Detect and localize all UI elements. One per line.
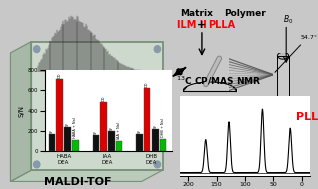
Text: SF: SF — [50, 129, 54, 133]
Bar — [56, 79, 63, 151]
Text: SF: SF — [153, 124, 157, 128]
Text: DD: DD — [58, 72, 62, 78]
Text: 54.7°: 54.7° — [301, 35, 317, 40]
Text: SF: SF — [66, 121, 70, 126]
Text: +: + — [197, 20, 206, 29]
Circle shape — [34, 161, 40, 168]
Text: Matrix: Matrix — [180, 9, 212, 18]
Circle shape — [34, 46, 40, 53]
Text: IAA + NaI: IAA + NaI — [117, 122, 121, 139]
Text: DD: DD — [145, 81, 149, 87]
Bar — [144, 88, 150, 151]
Bar — [136, 134, 143, 151]
Text: PLLA: PLLA — [296, 112, 318, 122]
Y-axis label: S/N: S/N — [19, 105, 25, 117]
Text: Polymer: Polymer — [224, 9, 266, 18]
Bar — [152, 129, 159, 151]
Bar — [93, 135, 99, 151]
Text: $B_0$: $B_0$ — [283, 14, 293, 26]
Bar — [49, 134, 55, 151]
FancyBboxPatch shape — [31, 42, 162, 170]
Bar — [100, 102, 107, 151]
Text: DHB + NaI: DHB + NaI — [161, 119, 165, 137]
Text: MALDI-TOF: MALDI-TOF — [44, 177, 112, 187]
Polygon shape — [10, 42, 31, 181]
Bar — [108, 131, 115, 151]
Circle shape — [154, 46, 161, 53]
Polygon shape — [277, 56, 289, 107]
Polygon shape — [278, 52, 289, 59]
Text: ILM II: ILM II — [177, 20, 207, 29]
Text: DD: DD — [101, 96, 105, 101]
Polygon shape — [10, 170, 163, 181]
Text: SF: SF — [94, 129, 98, 134]
Bar — [72, 139, 79, 151]
Text: PLLA: PLLA — [208, 20, 235, 29]
Text: $^{13}$C CP/MAS NMR: $^{13}$C CP/MAS NMR — [176, 74, 262, 87]
Text: HABA + NaI: HABA + NaI — [73, 118, 77, 138]
Text: SF: SF — [109, 126, 114, 130]
Bar — [65, 127, 71, 151]
Bar — [116, 141, 122, 151]
Circle shape — [154, 161, 161, 168]
X-axis label: ppm: ppm — [236, 188, 253, 189]
Text: SF: SF — [138, 129, 142, 133]
Bar — [160, 139, 166, 151]
